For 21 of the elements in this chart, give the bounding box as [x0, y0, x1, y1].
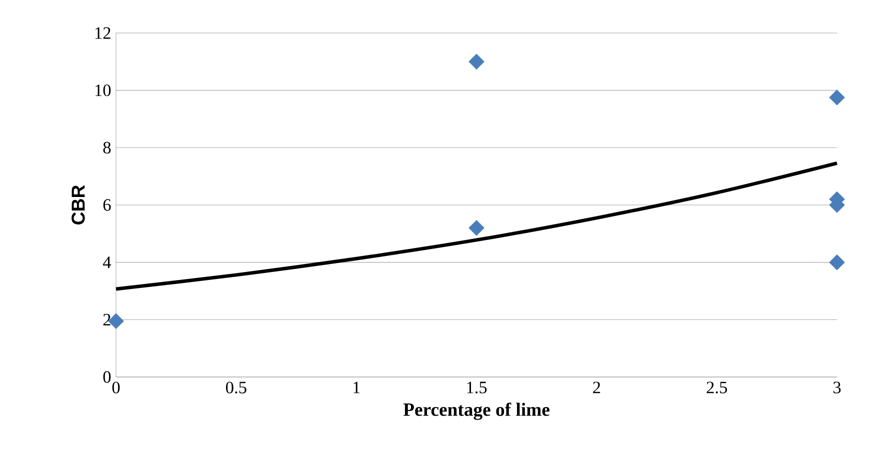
point	[468, 54, 484, 70]
x-tick-label: 0.5	[226, 382, 246, 394]
x-tick-label: 2.5	[706, 382, 727, 394]
x-tick-label: 2	[593, 382, 600, 394]
x-axis-title: Percentage of lime	[403, 402, 550, 420]
y-tick-label: 4	[102, 256, 112, 268]
line-series	[114, 161, 839, 291]
y-tick-label: 0	[103, 371, 111, 383]
point	[829, 90, 845, 106]
x-tick-label: 3	[833, 382, 841, 394]
y-axis-title: CBR	[72, 185, 85, 224]
y-tick-label: 8	[103, 142, 111, 154]
y-tick-label: 6	[103, 199, 111, 211]
x-tick-label: 1.5	[467, 382, 487, 394]
x-tick-label: 0	[112, 382, 120, 394]
x-tick-label: 1	[354, 382, 360, 394]
y-tick-label: 2	[103, 314, 110, 326]
y-tick-label: 12	[95, 27, 110, 39]
point	[829, 254, 845, 270]
point	[468, 220, 484, 236]
y-tick-label: 10	[95, 84, 111, 96]
